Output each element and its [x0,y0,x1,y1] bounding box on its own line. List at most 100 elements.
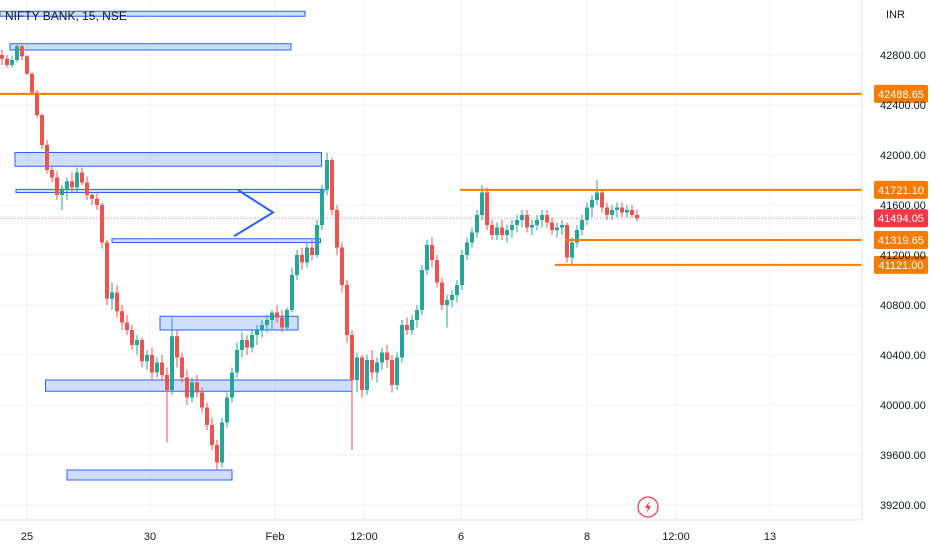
candle-body [140,340,144,362]
candle-body [370,360,374,373]
candle-body [190,382,194,398]
candle [80,167,84,185]
candle-body [570,242,574,258]
candle [415,305,419,328]
candle-body [335,210,339,248]
candle-body [365,360,369,390]
candle [380,347,384,370]
candle [110,282,114,310]
candle [330,157,334,215]
candle [405,317,409,335]
candle-body [605,207,609,215]
candle [590,195,594,218]
pattern [233,189,275,238]
candle [615,202,619,218]
price-level-text: 41121.00 [878,260,923,272]
candle [255,325,259,345]
candle-body [70,181,74,188]
candle-body [235,350,239,373]
candle [345,280,349,343]
candle-body [340,247,344,285]
candle [375,357,379,383]
candle-body [65,181,69,190]
candle [225,392,229,428]
candle-body [430,245,434,260]
candle-body [540,215,544,220]
candles [0,45,639,470]
candle-body [495,227,499,235]
candle [300,247,304,270]
candle [605,202,609,220]
candle-body [80,172,84,183]
candle [85,176,89,200]
price-axis[interactable]: 42800.00 42400.00 42000.00 41600.00 41200.00… [880,50,926,512]
candle-body [180,357,184,378]
candle-body [565,225,569,258]
candle [40,113,44,149]
candle-body [45,145,49,170]
candle [100,202,104,249]
candle-body [600,192,604,208]
candle-body [75,172,79,188]
candle [290,267,294,313]
candle-body [395,357,399,385]
candle-body [240,340,244,350]
candle-body [15,46,19,60]
alert-icon[interactable] [637,496,659,518]
candle-body [5,58,9,65]
candle-body [265,320,269,325]
candle-body [280,317,284,328]
candle-body [115,292,119,312]
candle-body [380,352,384,363]
candle-body [305,247,309,263]
candle-body [510,225,514,230]
candle-body [110,292,114,299]
candle [150,347,154,380]
candle [0,50,4,65]
candle [305,242,309,268]
x-tick-label: 30 [144,531,156,543]
candle-body [355,357,359,380]
time-axis[interactable]: 25 30 Feb 12:00 6 8 12:00 13 [21,531,776,543]
candle [260,320,264,338]
candle-body [225,397,229,423]
candle-body [535,220,539,225]
price-level-badge [874,84,928,103]
y-tick-label: 42400.00 [880,100,926,112]
candle [230,367,234,403]
candle-body [420,270,424,310]
y-tick-label: 42000.00 [880,150,926,162]
candle-body [405,325,409,330]
candle [350,330,354,450]
candle [475,210,479,238]
x-tick-label: 13 [764,531,776,543]
candle-body [25,56,29,74]
candle-body [95,198,99,205]
y-tick-label: 40400.00 [880,350,926,362]
candle [370,350,374,380]
candle [585,202,589,225]
candle-body [10,60,14,65]
candle [565,222,569,263]
candle-body [215,445,219,463]
candle-body [0,55,4,59]
candle [355,352,359,393]
candle-body [130,330,134,345]
candle [440,277,444,310]
candle [265,315,269,333]
candle-body [465,242,469,255]
candle [390,355,394,393]
candle [435,255,439,288]
candle-body [620,207,624,213]
candle-body [165,375,169,390]
x-tick-label: 6 [458,531,464,543]
candle [30,72,34,95]
candle [60,185,64,210]
zone-box [9,43,292,51]
candle-body [55,177,59,195]
candle-body [525,215,529,228]
y-tick-label: 40800.00 [880,300,926,312]
candle [495,222,499,240]
candle [425,240,429,275]
